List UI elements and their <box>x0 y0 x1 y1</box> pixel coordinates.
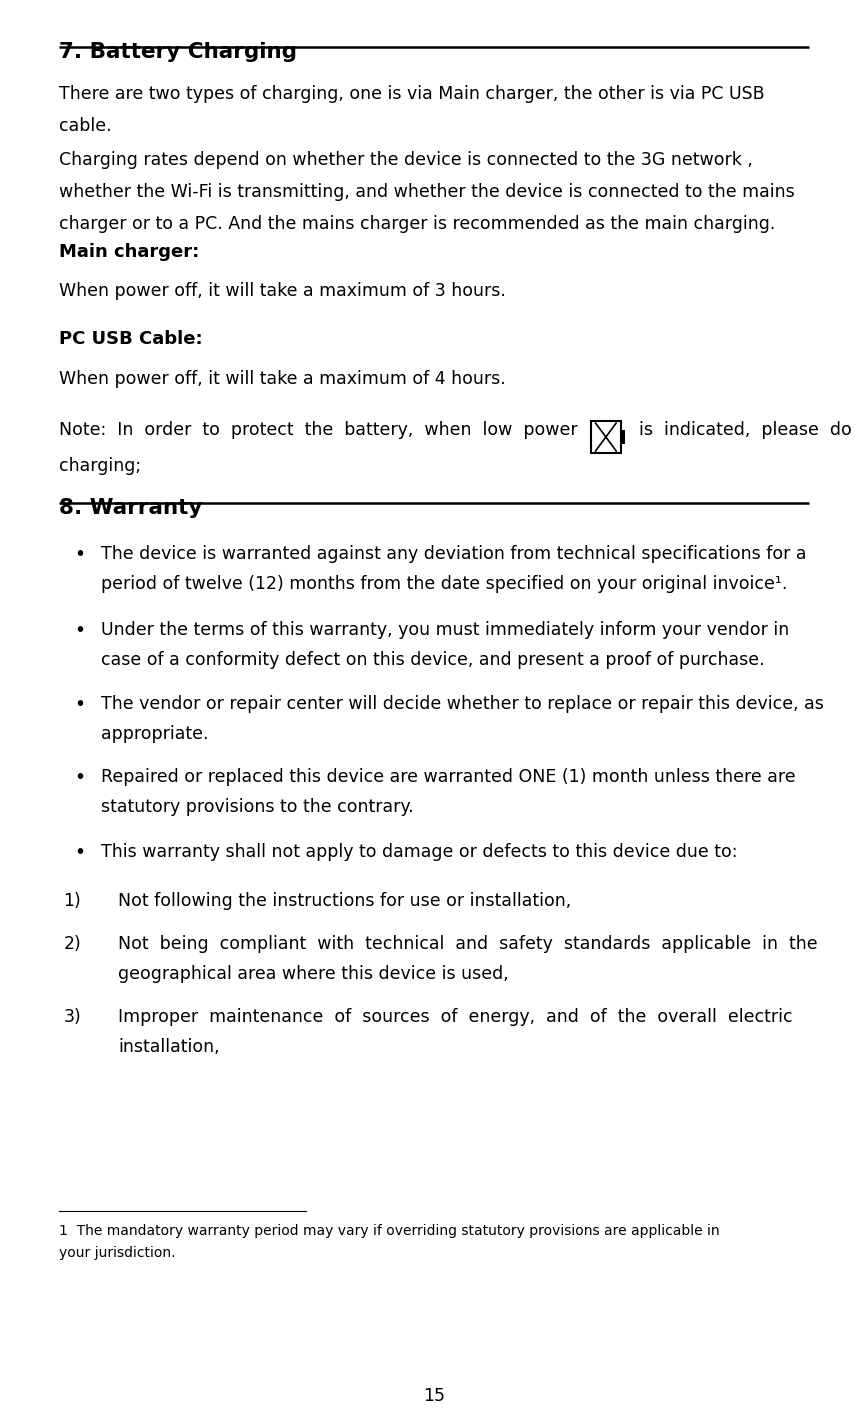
Text: The device is warranted against any deviation from technical specifications for : The device is warranted against any devi… <box>101 545 806 593</box>
Text: •: • <box>75 843 86 861</box>
Text: Improper  maintenance  of  sources  of  energy,  and  of  the  overall  electric: Improper maintenance of sources of energ… <box>118 1008 792 1056</box>
Text: •: • <box>75 768 86 786</box>
Text: is  indicated,  please  do: is indicated, please do <box>628 421 852 439</box>
Text: Under the terms of this warranty, you must immediately inform your vendor in
cas: Under the terms of this warranty, you mu… <box>101 621 789 669</box>
Text: Charging rates depend on whether the device is connected to the 3G network ,
whe: Charging rates depend on whether the dev… <box>59 151 795 233</box>
Text: 8. Warranty: 8. Warranty <box>59 498 202 518</box>
Text: Not following the instructions for use or installation,: Not following the instructions for use o… <box>118 892 571 911</box>
Text: 7. Battery Charging: 7. Battery Charging <box>59 42 297 62</box>
Text: This warranty shall not apply to damage or defects to this device due to:: This warranty shall not apply to damage … <box>101 843 737 861</box>
Text: PC USB Cable:: PC USB Cable: <box>59 330 202 349</box>
Text: Not  being  compliant  with  technical  and  safety  standards  applicable  in  : Not being compliant with technical and s… <box>118 935 818 983</box>
Text: When power off, it will take a maximum of 3 hours.: When power off, it will take a maximum o… <box>59 282 506 301</box>
Bar <box>591 421 621 452</box>
Text: The vendor or repair center will decide whether to replace or repair this device: The vendor or repair center will decide … <box>101 695 824 743</box>
Text: 1  The mandatory warranty period may vary if overriding statutory provisions are: 1 The mandatory warranty period may vary… <box>59 1224 720 1260</box>
Text: 15: 15 <box>423 1387 445 1405</box>
Text: Main charger:: Main charger: <box>59 243 200 261</box>
Text: Repaired or replaced this device are warranted ONE (1) month unless there are
st: Repaired or replaced this device are war… <box>101 768 795 816</box>
Text: When power off, it will take a maximum of 4 hours.: When power off, it will take a maximum o… <box>59 370 506 388</box>
Bar <box>621 431 625 443</box>
Text: 2): 2) <box>63 935 81 953</box>
Text: Note:  In  order  to  protect  the  battery,  when  low  power: Note: In order to protect the battery, w… <box>59 421 577 439</box>
Text: •: • <box>75 545 86 563</box>
Text: 3): 3) <box>63 1008 81 1027</box>
Text: •: • <box>75 695 86 713</box>
Text: There are two types of charging, one is via Main charger, the other is via PC US: There are two types of charging, one is … <box>59 85 765 134</box>
Text: charging;: charging; <box>59 457 141 476</box>
Text: •: • <box>75 621 86 640</box>
Text: 1): 1) <box>63 892 81 911</box>
